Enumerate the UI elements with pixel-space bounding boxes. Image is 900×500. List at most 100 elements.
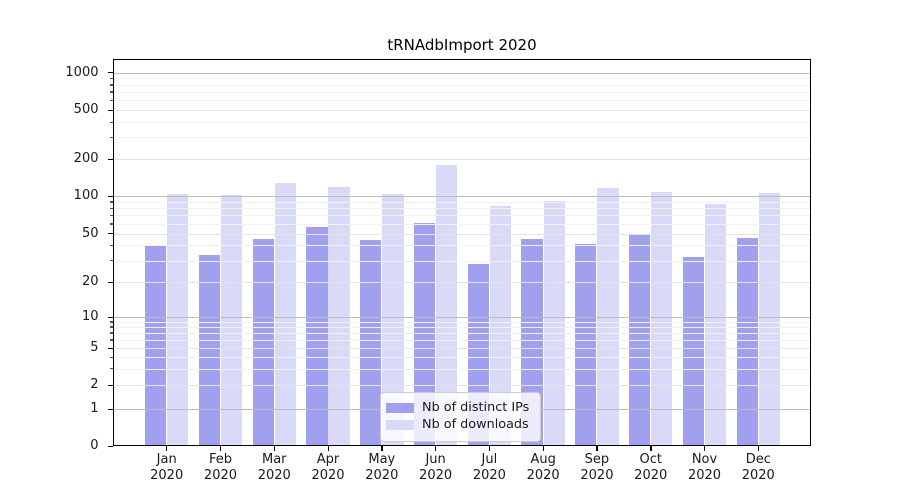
y-minor-tick-mark	[110, 326, 113, 328]
bar-downloads	[651, 192, 673, 446]
bar-distinct-ips	[575, 244, 597, 446]
bar-distinct-ips	[360, 240, 382, 446]
y-minor-tick-mark	[110, 214, 113, 217]
gridline	[113, 100, 811, 102]
y-minor-tick-mark	[110, 321, 113, 323]
bar-downloads	[167, 194, 189, 446]
y-minor-tick-mark	[110, 244, 113, 247]
y-tick-label: 2	[90, 377, 99, 392]
gridline	[113, 201, 811, 203]
y-tick-label: 0	[90, 438, 99, 453]
y-tick-mark	[107, 408, 113, 410]
x-tick-mark	[704, 446, 706, 451]
x-tick-label: Oct 2020	[634, 452, 668, 483]
gridline	[113, 233, 811, 235]
bar-downloads	[543, 200, 565, 446]
gridline	[113, 339, 811, 341]
x-tick-label: Apr 2020	[311, 452, 345, 483]
bar-distinct-ips	[736, 237, 758, 446]
y-minor-tick-mark	[110, 223, 113, 225]
x-tick-label: Mar 2020	[257, 452, 291, 483]
legend-item: Nb of distinct IPs	[386, 400, 531, 416]
y-tick-label: 50	[81, 225, 99, 241]
gridline	[113, 348, 811, 349]
bar-downloads	[220, 194, 243, 446]
x-tick-mark	[757, 446, 760, 451]
bar-downloads	[274, 183, 296, 446]
y-minor-tick-mark	[110, 121, 113, 123]
gridline	[113, 317, 811, 318]
y-tick-mark	[107, 233, 113, 235]
gridline	[113, 368, 811, 370]
gridline	[113, 110, 811, 111]
gridline	[113, 282, 811, 283]
y-tick-label: 500	[73, 102, 99, 117]
y-tick-label: 20	[81, 274, 99, 289]
y-tick-label: 5	[90, 340, 99, 355]
bar-distinct-ips	[682, 257, 705, 446]
y-tick-label: 200	[73, 151, 99, 167]
gridline	[113, 91, 811, 93]
bar-distinct-ips	[413, 222, 436, 446]
bar-downloads	[328, 187, 350, 446]
legend-label: Nb of distinct IPs	[422, 399, 530, 415]
bar-downloads	[758, 193, 781, 446]
plot-area	[113, 59, 811, 446]
gridline	[113, 321, 811, 323]
y-tick-label: 100	[73, 188, 99, 204]
y-tick-mark	[107, 158, 113, 161]
x-tick-label: Jun 2020	[419, 452, 453, 483]
y-minor-tick-mark	[110, 84, 113, 86]
legend-swatch-downloads	[386, 420, 414, 430]
x-tick-mark	[166, 446, 168, 451]
bar-distinct-ips	[252, 239, 274, 446]
x-tick-mark	[381, 446, 383, 451]
y-minor-tick-mark	[110, 99, 113, 101]
x-tick-mark	[273, 446, 276, 451]
y-tick-label: 1000	[65, 64, 99, 80]
gridline	[113, 357, 811, 358]
gridline	[113, 260, 811, 262]
x-tick-mark	[596, 446, 598, 451]
gridline	[113, 84, 811, 86]
y-minor-tick-mark	[110, 201, 113, 203]
y-tick-mark	[107, 384, 113, 386]
gridline	[113, 223, 811, 225]
x-tick-mark	[542, 446, 544, 451]
x-tick-label: Feb 2020	[203, 452, 238, 483]
legend-label: Nb of downloads	[422, 417, 529, 432]
y-tick-mark	[107, 445, 113, 447]
x-tick-label: Dec 2020	[741, 452, 775, 483]
x-tick-label: Nov 2020	[687, 452, 722, 483]
y-tick-mark	[107, 109, 113, 111]
x-tick-mark	[435, 446, 437, 451]
gridline	[113, 196, 811, 198]
x-tick-mark	[650, 446, 652, 451]
y-minor-tick-mark	[110, 91, 113, 93]
y-tick-mark	[107, 281, 113, 283]
y-minor-tick-mark	[110, 339, 113, 341]
x-tick-label: Jan 2020	[150, 452, 184, 483]
y-tick-label: 1	[90, 401, 99, 416]
bar-downloads	[382, 194, 404, 446]
y-minor-tick-mark	[110, 332, 113, 334]
bar-distinct-ips	[198, 255, 221, 446]
y-minor-tick-mark	[110, 77, 113, 80]
chart-title: tRNAdbImport 2020	[387, 36, 537, 54]
y-minor-tick-mark	[110, 136, 113, 139]
legend: Nb of distinct IPs Nb of downloads	[380, 392, 541, 442]
gridline	[113, 159, 811, 161]
gridline	[113, 326, 811, 328]
bar-downloads	[597, 187, 619, 446]
y-tick-mark	[107, 316, 113, 318]
gridline	[113, 137, 811, 139]
y-tick-mark	[107, 72, 113, 74]
gridline	[113, 122, 811, 123]
y-tick-label: 10	[81, 309, 99, 324]
gridline	[113, 332, 811, 334]
x-tick-mark	[219, 446, 222, 451]
x-tick-mark	[327, 446, 329, 451]
y-minor-tick-mark	[110, 260, 113, 262]
gridline	[113, 245, 811, 247]
